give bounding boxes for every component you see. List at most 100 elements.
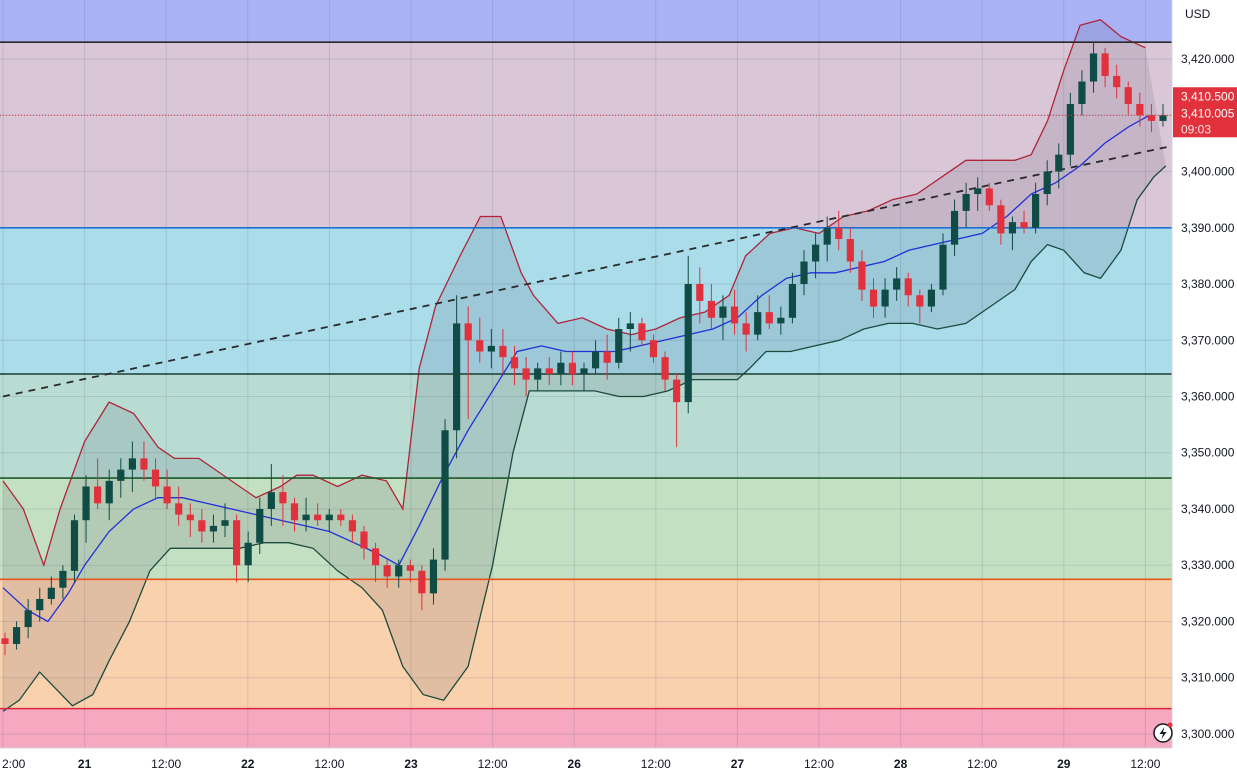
candle bbox=[256, 497, 264, 554]
candle bbox=[985, 182, 993, 211]
candle-body bbox=[823, 227, 831, 245]
time-axis-ticks: 2:00 21 12:00 22 12:00 23 12:00 26 12:00 27 12:00 2… bbox=[2, 757, 1161, 771]
candle-body bbox=[1078, 81, 1086, 105]
candle-body bbox=[615, 329, 623, 363]
candle-body bbox=[510, 357, 519, 369]
candle bbox=[371, 542, 380, 583]
candle-body bbox=[441, 430, 449, 560]
horizontal-levels[interactable] bbox=[0, 41, 1172, 710]
last-price-label: 3,410.005 bbox=[1181, 106, 1235, 120]
candle bbox=[186, 503, 194, 538]
candle-body bbox=[163, 486, 171, 504]
candle bbox=[36, 587, 44, 622]
candle bbox=[302, 497, 310, 532]
candle-body bbox=[82, 486, 90, 521]
candle bbox=[1124, 81, 1132, 116]
candle-body bbox=[835, 227, 843, 240]
candle bbox=[117, 458, 125, 498]
price-tick-label: 3,310.000 bbox=[1181, 671, 1235, 685]
candle bbox=[626, 312, 634, 352]
candle bbox=[800, 250, 808, 296]
candle bbox=[1008, 216, 1017, 251]
price-tick-label: 3,320.000 bbox=[1181, 614, 1235, 628]
candle-body bbox=[429, 559, 438, 594]
upper-band-line bbox=[2, 18, 1146, 568]
time-axis-bg[interactable] bbox=[0, 748, 1172, 779]
candle-body bbox=[939, 244, 947, 290]
candle-body bbox=[673, 379, 681, 403]
candle bbox=[939, 233, 947, 296]
candle-body bbox=[383, 565, 391, 577]
candle-body bbox=[105, 480, 113, 504]
candle bbox=[1020, 210, 1028, 234]
time-tick-label: 12:00 bbox=[641, 757, 671, 771]
candle-body bbox=[198, 520, 206, 532]
candle bbox=[464, 306, 472, 419]
candle bbox=[916, 289, 924, 324]
candle bbox=[812, 233, 820, 279]
price-zone-5 bbox=[0, 579, 1172, 709]
candle-body bbox=[487, 345, 495, 352]
ask-price-label: 3,410.500 bbox=[1181, 89, 1235, 103]
trendline[interactable] bbox=[2, 142, 1184, 398]
price-tick-label: 3,360.000 bbox=[1181, 389, 1235, 403]
candle bbox=[962, 182, 970, 228]
candle-body bbox=[591, 351, 600, 369]
candle-body bbox=[962, 194, 970, 211]
candle bbox=[777, 306, 785, 335]
candle-body bbox=[777, 317, 785, 324]
candle-body bbox=[754, 312, 762, 335]
candle-body bbox=[476, 340, 484, 352]
candle bbox=[337, 508, 345, 526]
candle bbox=[591, 340, 600, 374]
candle-body bbox=[603, 351, 611, 363]
lightning-icon[interactable] bbox=[1153, 722, 1173, 743]
candle-body bbox=[881, 289, 889, 307]
candle-body bbox=[985, 188, 993, 206]
candle-body bbox=[12, 627, 21, 644]
candle-body bbox=[453, 323, 461, 431]
candle bbox=[1147, 104, 1156, 133]
time-tick-label: 21 bbox=[78, 757, 92, 771]
price-zone-4 bbox=[0, 478, 1172, 580]
time-tick-label: 29 bbox=[1057, 757, 1071, 771]
candle bbox=[603, 334, 611, 380]
candle bbox=[163, 469, 171, 509]
bar-countdown: 09:03 bbox=[1181, 122, 1211, 136]
candle-body bbox=[580, 368, 588, 374]
currency-label: USD bbox=[1185, 7, 1211, 21]
candle-body bbox=[742, 323, 750, 335]
candle-body bbox=[59, 570, 67, 588]
candle-body bbox=[812, 244, 820, 262]
candle bbox=[221, 503, 229, 538]
candle bbox=[429, 548, 438, 605]
candle-body bbox=[1066, 104, 1074, 155]
candle-body bbox=[557, 362, 565, 374]
candle-body bbox=[140, 458, 148, 470]
candle bbox=[418, 565, 426, 611]
time-tick-label: 27 bbox=[731, 757, 745, 771]
candle bbox=[348, 514, 356, 543]
candle-body bbox=[36, 598, 44, 611]
price-tick-label: 3,330.000 bbox=[1181, 558, 1235, 572]
candle-body bbox=[626, 323, 634, 330]
time-tick-label: 2:00 bbox=[2, 757, 26, 771]
candle-body bbox=[360, 531, 368, 549]
candle bbox=[1043, 160, 1051, 206]
candle bbox=[128, 441, 136, 493]
candlesticks bbox=[1, 42, 1167, 656]
candle-body bbox=[1113, 75, 1121, 88]
candle bbox=[82, 475, 90, 543]
price-tag-bg bbox=[1173, 87, 1237, 138]
candle-body bbox=[893, 278, 901, 290]
candle bbox=[823, 216, 831, 262]
candle-body bbox=[916, 295, 924, 307]
candle bbox=[1159, 104, 1167, 127]
candle bbox=[580, 362, 588, 391]
candle-body bbox=[1043, 171, 1051, 195]
candle bbox=[522, 357, 530, 397]
candle bbox=[707, 284, 715, 330]
dashed-trendline[interactable] bbox=[2, 142, 1184, 398]
